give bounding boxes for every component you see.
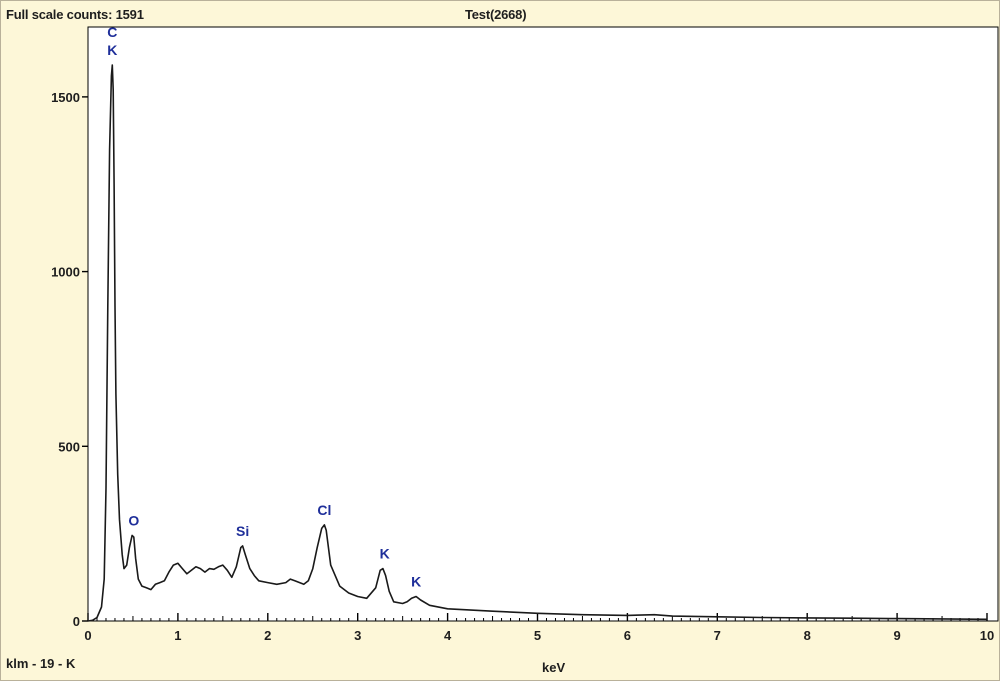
sample-label: klm - 19 - K [6, 656, 76, 671]
peak-label: K [107, 42, 117, 58]
peak-label: K [380, 546, 390, 562]
x-tick-label: 6 [624, 628, 631, 643]
ticks: 0 1 2 3 4 5 6 7 8 9 10 0 500 1000 1500 [51, 90, 994, 643]
peak-label: K [411, 574, 421, 590]
x-tick-label: 0 [84, 628, 91, 643]
x-tick-label: 2 [264, 628, 271, 643]
peak-label: C [107, 24, 117, 40]
y-tick-label: 500 [58, 439, 80, 454]
y-tick-label: 1500 [51, 90, 80, 105]
plot-area [87, 26, 999, 622]
spectrum-title: Test(2668) [465, 7, 527, 22]
x-tick-label: 1 [174, 628, 181, 643]
x-tick-label: 5 [534, 628, 541, 643]
x-tick-label: 4 [444, 628, 452, 643]
x-tick-label: 7 [714, 628, 721, 643]
series [87, 64, 988, 622]
y-tick-label: 0 [73, 614, 80, 629]
spectrum-line [87, 64, 988, 622]
x-tick-label: 3 [354, 628, 361, 643]
x-tick-label: 8 [804, 628, 811, 643]
peak-label: Si [236, 523, 249, 539]
peak-label: O [128, 512, 139, 528]
y-tick-label: 1000 [51, 265, 80, 280]
x-tick-label: 10 [980, 628, 994, 643]
x-tick-label: 9 [893, 628, 900, 643]
peak-label: Cl [317, 502, 331, 518]
x-axis-label: keV [542, 660, 565, 675]
full-scale-counts: Full scale counts: 1591 [6, 7, 144, 22]
